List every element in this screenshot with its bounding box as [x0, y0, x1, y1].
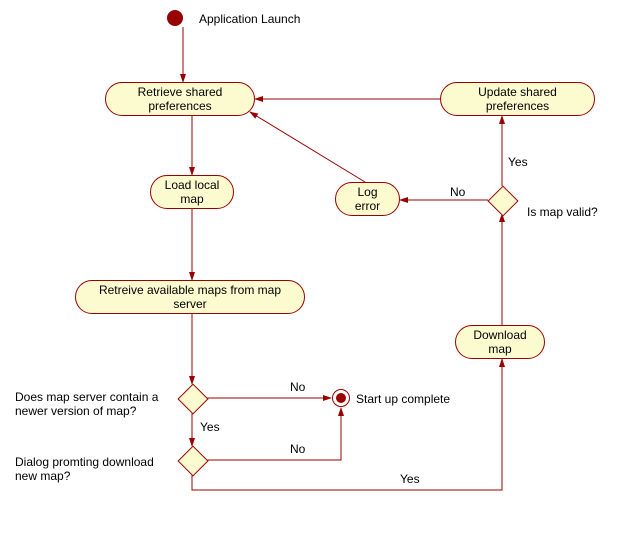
edges-layer [0, 0, 635, 533]
label-d3_q: Dialog promting download new map? [15, 455, 154, 483]
action-node-n1: Retrieve shared preferences [105, 82, 255, 116]
label-d1_no: No [450, 185, 465, 199]
label-d3_no: No [290, 442, 305, 456]
decision-node-d2 [177, 383, 208, 414]
action-node-label: Load local map [161, 178, 223, 206]
label-d2_q: Does map server contain a newer version … [15, 390, 158, 418]
label-d3_yes: Yes [400, 472, 420, 486]
action-node-label: Update shared preferences [451, 85, 584, 113]
label-d1_yes: Yes [508, 155, 528, 169]
label-is_valid: Is map valid? [527, 205, 598, 219]
label-d2_no: No [290, 380, 305, 394]
decision-node-d3 [177, 445, 208, 476]
action-node-n6: Download map [455, 325, 545, 359]
action-node-n2: Load local map [150, 175, 234, 209]
action-node-n4: Update shared preferences [440, 82, 595, 116]
edge-d3-n6 [192, 359, 502, 490]
action-node-label: Retreive available maps from map server [86, 283, 294, 311]
action-node-label: Log error [346, 185, 389, 213]
label-d2_yes: Yes [200, 420, 220, 434]
final-node-icon [332, 389, 350, 407]
edge-n5-n1 [250, 112, 365, 182]
action-node-n3: Retreive available maps from map server [75, 280, 305, 314]
initial-node-icon [167, 10, 183, 26]
action-node-n5: Log error [335, 182, 400, 216]
action-node-label: Download map [466, 328, 534, 356]
label-startup: Start up complete [356, 392, 450, 406]
decision-node-d1 [487, 185, 518, 216]
diagram-stage: Retrieve shared preferences Load local ma… [0, 0, 635, 533]
edge-d3-final [206, 408, 341, 460]
action-node-label: Retrieve shared preferences [116, 85, 244, 113]
label-app_launch: Application Launch [199, 12, 300, 26]
